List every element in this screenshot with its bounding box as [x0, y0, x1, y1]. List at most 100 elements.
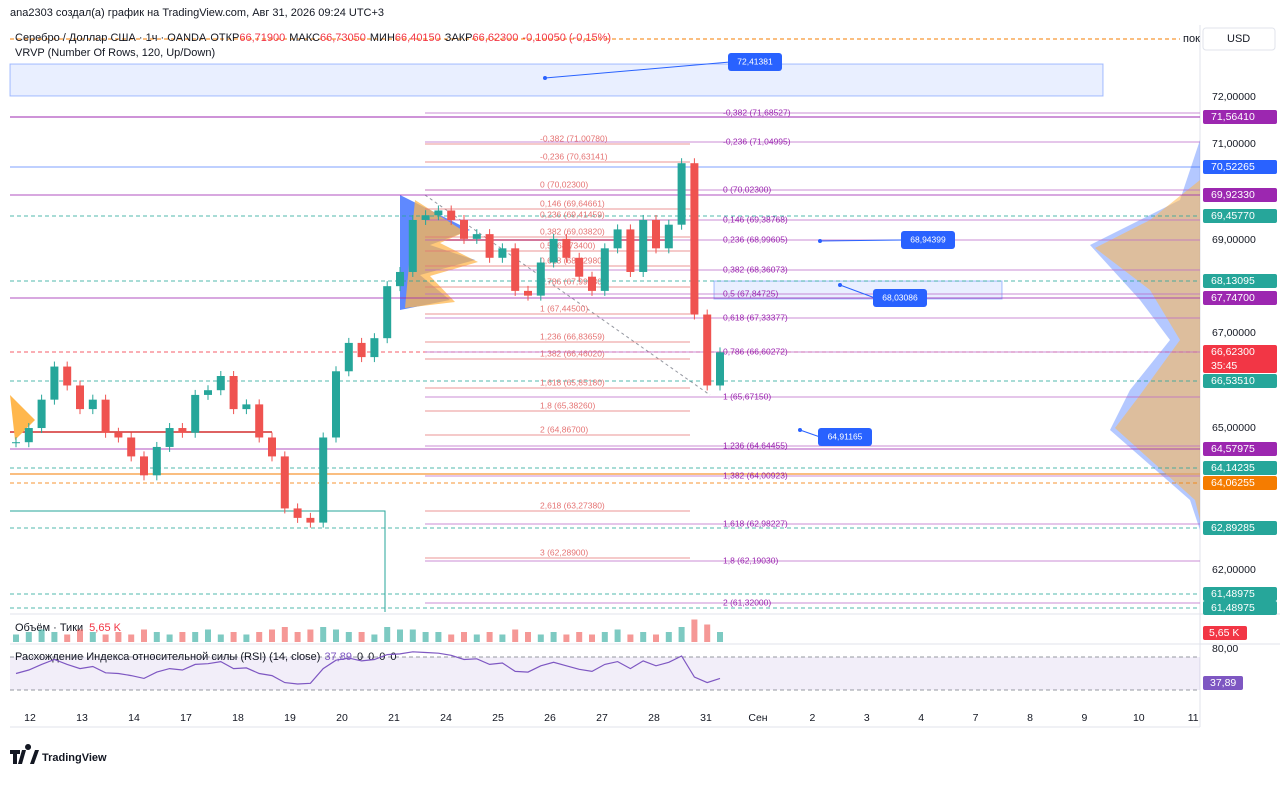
countdown: 35:45: [1211, 360, 1237, 372]
high-label: МАКС: [289, 32, 320, 44]
fib-label: 1,618 (62,98227): [723, 518, 788, 528]
fib-label: 1,8 (65,38260): [540, 400, 595, 410]
callout-label: 68,94399: [910, 234, 946, 244]
price-badge-label: 64,57975: [1211, 443, 1255, 455]
candle: [408, 219, 417, 272]
date-axis-label: 20: [336, 712, 348, 724]
volume-bar: [717, 632, 723, 642]
volume-bar: [448, 634, 455, 642]
candle: [485, 234, 494, 258]
volume-bar: [38, 629, 45, 642]
volume-bar: [153, 632, 160, 642]
fib-label: -0,236 (70,63141): [540, 151, 608, 161]
date-axis-label: 9: [1081, 712, 1087, 724]
candle: [524, 290, 532, 296]
price-badge-label: 61,48975: [1211, 602, 1255, 614]
price-badge: [1203, 188, 1277, 202]
volume-bar: [422, 632, 429, 642]
volume-bar: [307, 629, 314, 642]
legend: Серебро / Доллар США · 1ч · OANDA ОТКР66,…: [15, 32, 611, 44]
price-badge: [1203, 291, 1277, 305]
fib-label: 0,618 (67,33377): [723, 312, 788, 322]
volume-bar: [25, 632, 32, 642]
candle: [357, 342, 366, 358]
zone: [9, 63, 1104, 97]
price-badge-label: 64,14235: [1211, 462, 1255, 474]
volume-bar: [589, 634, 595, 642]
trend-line: [424, 194, 711, 396]
date-axis-label: 19: [284, 712, 296, 724]
candle: [588, 276, 596, 291]
fib-label: 2,618 (63,27380): [540, 500, 605, 510]
rsi-title-text: Расхождение Индекса относительной силы (…: [15, 651, 320, 663]
symbol: Серебро / Доллар США · 1ч · OANDA: [15, 32, 207, 44]
candle: [280, 456, 289, 509]
date-axis-label: 2: [809, 712, 815, 724]
volume-bar: [102, 634, 109, 642]
close-label: ЗАКР: [445, 32, 473, 44]
price-badge: [1203, 374, 1277, 388]
volume-bar: [89, 632, 96, 642]
candle: [242, 404, 251, 410]
volume-bar: [371, 634, 378, 642]
price-badge: [1203, 345, 1277, 373]
date-axis-label: 8: [1027, 712, 1033, 724]
fib-label: 0,382 (69,03820): [540, 226, 605, 236]
volume-bar: [512, 629, 519, 642]
fib-label: 0,146 (69,38768): [723, 214, 788, 224]
fib-label: -0,382 (71,00780): [540, 133, 608, 143]
price-badge-label: 68,13095: [1211, 275, 1255, 287]
volume-bar: [294, 632, 301, 642]
volume-bar: [320, 627, 327, 642]
candle: [255, 404, 264, 438]
rsi-badge: [1203, 676, 1243, 690]
volume-profile: [10, 395, 35, 440]
fib-label: 1,382 (66,46020): [540, 348, 605, 358]
fib-label: 1 (67,44500): [540, 303, 588, 313]
volume-value: 5,65 K: [89, 622, 121, 634]
candle: [306, 517, 315, 523]
candle: [536, 262, 545, 296]
date-axis-label: 26: [544, 712, 556, 724]
fib-label: 0 (70,02300): [723, 184, 771, 194]
callout-line: [819, 239, 904, 242]
rsi-badge-label: 37,89: [1210, 677, 1236, 689]
currency[interactable]: USD: [1227, 33, 1250, 45]
candle: [152, 446, 161, 476]
candle: [191, 394, 200, 433]
price-badge-label: 62,89285: [1211, 522, 1255, 534]
price-axis-label: 65,00000: [1212, 422, 1256, 434]
fib-label: 0,786 (67,99680): [540, 276, 605, 286]
date-axis-label: 31: [700, 712, 712, 724]
candle: [434, 210, 443, 216]
fib-label: 1,618 (65,85180): [540, 377, 605, 387]
fib-label: 1 (65,67150): [723, 391, 771, 401]
candle: [101, 399, 110, 433]
low-label: МИН: [370, 32, 395, 44]
callout-dot: [798, 428, 802, 432]
candle: [76, 385, 84, 410]
price-badge-label: 71,56410: [1211, 111, 1255, 123]
candle: [472, 234, 481, 239]
volume-bar: [256, 632, 263, 642]
volume-bar: [384, 627, 391, 642]
volume-bar: [345, 632, 352, 642]
date-axis-label: 3: [864, 712, 870, 724]
price-badge: [1203, 274, 1277, 288]
price-badge-label: 64,06255: [1211, 477, 1255, 489]
logo-text: TradingView: [42, 752, 107, 764]
level-line: [10, 510, 386, 612]
volume-bar: [665, 632, 672, 642]
date-axis-label: 7: [973, 712, 979, 724]
price-badge: [1203, 160, 1277, 174]
callout: [873, 289, 927, 307]
fib-label: 0,146 (69,64661): [540, 198, 605, 208]
currency-button[interactable]: [1202, 27, 1276, 51]
fib-label: -0,236 (71,04995): [723, 136, 791, 146]
price-badge: [1203, 442, 1277, 456]
candle: [447, 210, 456, 220]
candle: [216, 376, 225, 391]
fib-label: -0,382 (71,68527): [723, 107, 791, 117]
fib-label: 1,382 (64,00923): [723, 470, 788, 480]
